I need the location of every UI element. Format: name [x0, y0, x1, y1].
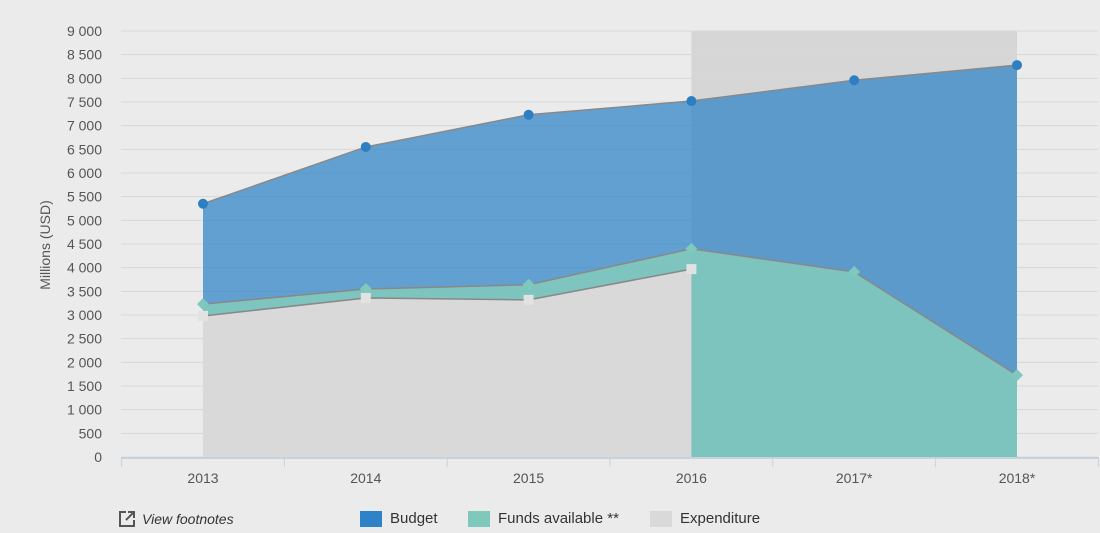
line-budget	[202, 64, 1018, 205]
legend-label-expenditure: Expenditure	[680, 510, 761, 527]
budget-point	[523, 109, 534, 120]
budget-point	[360, 141, 371, 152]
x-tick-label: 2017*	[836, 470, 873, 486]
expenditure-point	[686, 264, 697, 275]
legend-label-funds: Funds available **	[498, 510, 619, 527]
y-tick-label: 4 000	[67, 260, 102, 276]
view-footnotes-link[interactable]: View footnotes	[118, 510, 234, 528]
y-tick-label: 8 500	[67, 47, 102, 63]
y-tick-label: 1 500	[67, 378, 102, 394]
y-tick-label: 1 000	[67, 402, 102, 418]
expenditure-point	[523, 294, 534, 305]
x-tick-label: 2014	[350, 470, 381, 486]
legend-swatch-expenditure	[650, 510, 672, 527]
funds-point	[197, 298, 209, 311]
x-tick-label: 2013	[187, 470, 218, 486]
line-expenditure	[202, 268, 692, 317]
legend-label-budget: Budget	[390, 510, 438, 527]
y-tick-label: 0	[94, 449, 102, 465]
y-tick-label: 8 000	[67, 70, 102, 86]
y-tick-label: 7 500	[67, 94, 102, 110]
y-tick-label: 3 500	[67, 283, 102, 299]
y-tick-label: 6 000	[67, 165, 102, 181]
y-tick-label: 7 000	[67, 118, 102, 134]
budget-point	[686, 96, 697, 107]
legend-item-funds[interactable]: Funds available **	[468, 510, 619, 527]
view-footnotes-label: View footnotes	[142, 511, 234, 527]
y-tick-label: 500	[79, 425, 103, 441]
budget-point	[198, 198, 208, 209]
line-funds	[202, 247, 1018, 376]
y-tick-label: 5 000	[67, 212, 102, 228]
funds-point	[359, 282, 372, 295]
legend-swatch-funds	[468, 510, 490, 527]
external-link-icon	[119, 511, 135, 527]
y-tick-label: 2 500	[67, 331, 102, 347]
y-tick-label: 6 500	[67, 141, 102, 157]
funds-point	[1011, 369, 1023, 382]
area-chart: 0 500 1 000 1 500 2 000 2 500 3 000 3 500 4 000 4…	[37, 23, 1099, 486]
funds-point	[522, 278, 535, 291]
funds-point	[685, 242, 698, 255]
legend-item-budget[interactable]: Budget	[360, 510, 438, 527]
legend-swatch-budget	[360, 510, 382, 527]
funds-point	[848, 265, 861, 278]
y-tick-label: 2 000	[67, 354, 102, 370]
budget-point	[1012, 60, 1022, 71]
y-tick-label: 9 000	[67, 23, 102, 39]
legend: View footnotes Budget Funds available **…	[0, 510, 1100, 532]
y-tick-label: 5 500	[67, 189, 102, 205]
x-tick-label: 2015	[513, 470, 544, 486]
budget-point	[849, 75, 860, 86]
x-tick-label: 2018*	[999, 470, 1036, 486]
legend-item-expenditure[interactable]: Expenditure	[650, 510, 760, 527]
y-tick-label: 4 500	[67, 236, 102, 252]
x-tick-label: 2016	[676, 470, 707, 486]
expenditure-point	[198, 310, 208, 321]
expenditure-point	[360, 292, 371, 303]
y-axis-label: Millions (USD)	[37, 200, 53, 289]
area-expenditure	[203, 269, 692, 457]
y-tick-label: 3 000	[67, 307, 102, 323]
